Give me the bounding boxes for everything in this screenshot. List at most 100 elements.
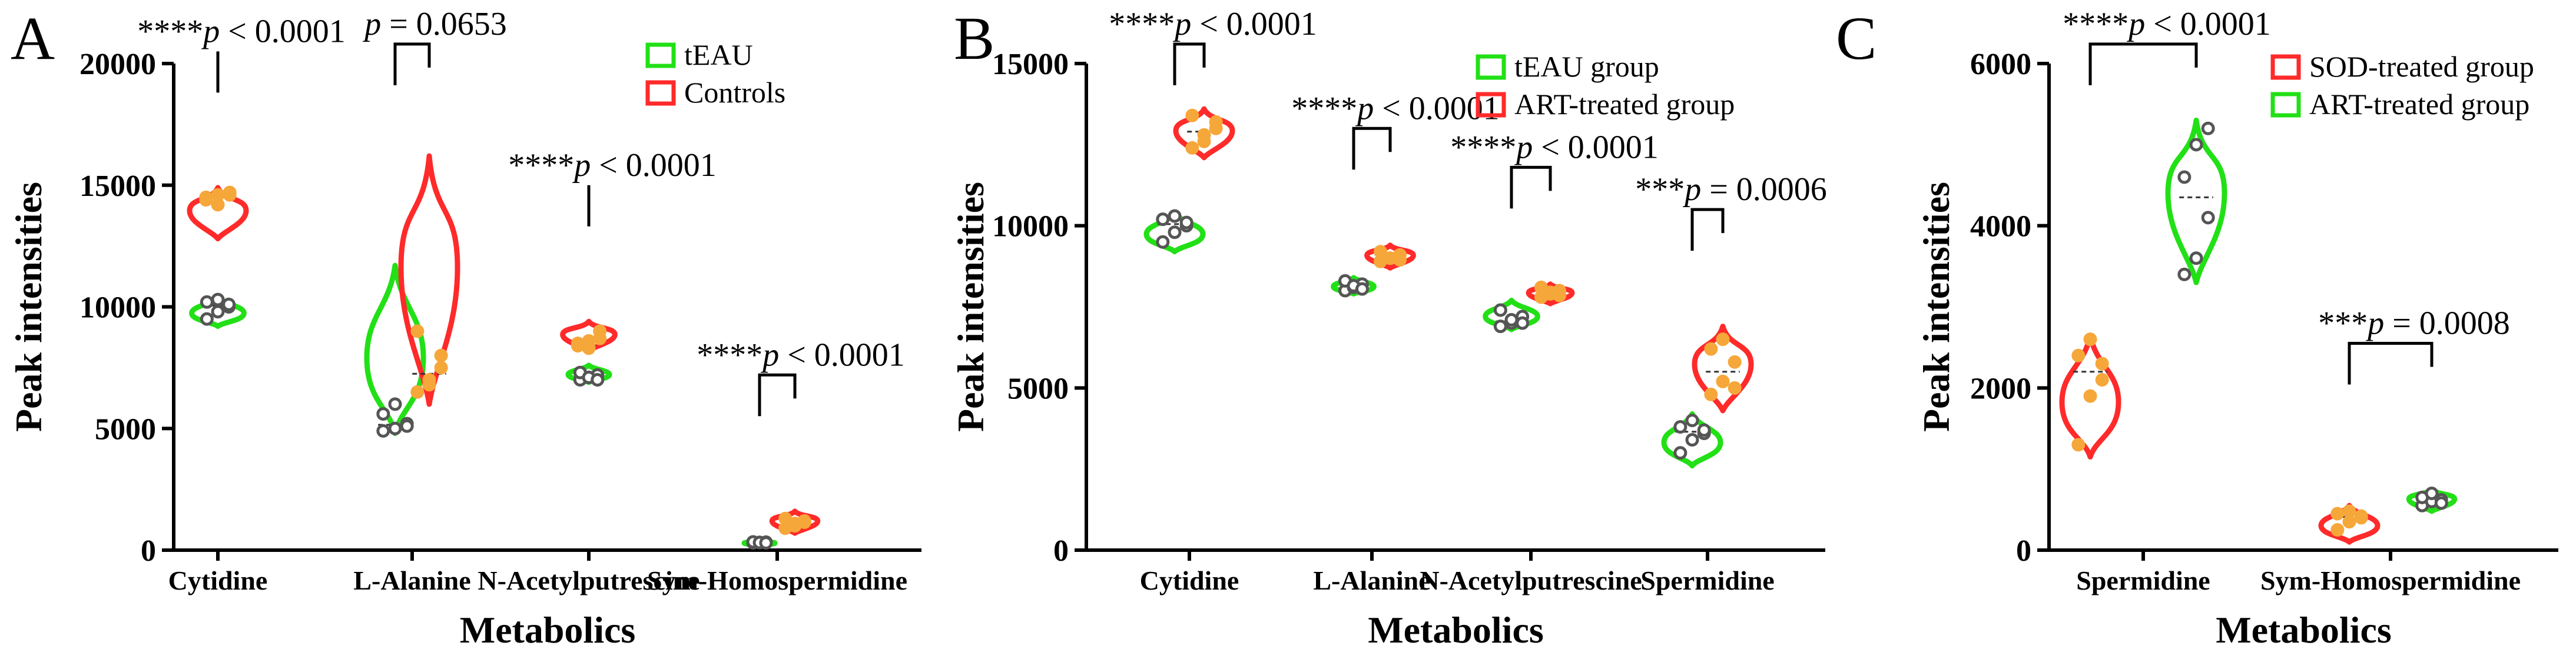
y-tick-label: 4000 bbox=[1970, 210, 2031, 244]
x-axis-title: Metabolics bbox=[1368, 609, 1544, 651]
violin-art-treated-group bbox=[1692, 324, 1754, 414]
y-tick-label: 15000 bbox=[992, 48, 1069, 81]
x-tick-label: Sym-Homospermidine bbox=[647, 565, 907, 595]
panel-letter: B bbox=[954, 5, 994, 72]
y-tick-label: 2000 bbox=[1970, 372, 2031, 405]
data-point bbox=[1197, 134, 1211, 148]
significance-bracket bbox=[393, 42, 431, 85]
violin-controls bbox=[187, 185, 249, 242]
y-tick-label: 0 bbox=[2016, 534, 2031, 568]
data-point bbox=[2071, 348, 2086, 362]
legend-label: tEAU group bbox=[1514, 50, 1659, 83]
violin-controls bbox=[769, 508, 821, 536]
y-tick-label: 20000 bbox=[79, 48, 156, 81]
data-point bbox=[388, 421, 402, 435]
panel-c: C 0 2000 4000 6000 Peak intensities Metabolics… bbox=[1836, 5, 2558, 651]
significance-label: ****p < 0.0001 bbox=[1109, 6, 1317, 42]
data-point bbox=[1504, 313, 1519, 327]
significance-label: ****p < 0.0001 bbox=[137, 13, 346, 49]
data-point bbox=[211, 305, 225, 319]
data-point bbox=[2330, 507, 2345, 521]
violin-art-treated-group bbox=[2406, 487, 2458, 514]
legend-label: ART-treated group bbox=[2309, 88, 2529, 121]
x-tick-label: L-Alanine bbox=[353, 565, 470, 595]
y-tick-label: 10000 bbox=[79, 291, 156, 325]
violin-art-treated-group bbox=[1173, 106, 1235, 161]
data-point bbox=[1728, 381, 1742, 395]
y-tick-label: 6000 bbox=[1970, 48, 2031, 81]
data-point bbox=[2425, 487, 2439, 501]
y-tick-label: 15000 bbox=[79, 169, 156, 203]
data-point bbox=[1673, 446, 1688, 460]
data-point bbox=[1493, 303, 1507, 317]
data-point bbox=[434, 361, 448, 375]
x-axis-title: Metabolics bbox=[2216, 609, 2392, 651]
violin-teau-group bbox=[1661, 411, 1723, 469]
violin-teau bbox=[189, 294, 247, 330]
significance-label: ***p = 0.0008 bbox=[2318, 305, 2510, 342]
data-point bbox=[200, 312, 214, 326]
data-point bbox=[1673, 420, 1688, 434]
data-point bbox=[1697, 423, 1711, 437]
data-point bbox=[1552, 288, 1566, 302]
data-point bbox=[2095, 373, 2109, 387]
violin-sod-treated-group bbox=[2318, 502, 2381, 545]
violin-art-treated-group bbox=[2165, 117, 2227, 285]
y-axis-title: Peak intensities bbox=[8, 182, 49, 432]
data-point bbox=[1716, 374, 1730, 388]
data-point bbox=[759, 536, 773, 550]
data-point bbox=[400, 419, 414, 433]
significance-label: ****p < 0.0001 bbox=[697, 337, 905, 373]
legend-swatch bbox=[2270, 92, 2301, 118]
data-point bbox=[2434, 496, 2448, 510]
data-point bbox=[1728, 355, 1742, 369]
panel-a: A 0 5000 10000 15000 20000 Peak intensities Met… bbox=[8, 5, 921, 651]
data-point bbox=[1704, 387, 1718, 401]
data-point bbox=[1393, 253, 1407, 267]
significance-bracket bbox=[2348, 342, 2434, 385]
data-point bbox=[410, 324, 425, 338]
data-point bbox=[2201, 211, 2215, 225]
data-point bbox=[2189, 251, 2203, 265]
data-point bbox=[2201, 121, 2215, 135]
data-point bbox=[222, 297, 236, 311]
significance-bracket bbox=[1510, 165, 1552, 209]
panel-letter: A bbox=[11, 5, 55, 72]
x-tick-label: Sym-Homospermidine bbox=[2260, 565, 2521, 595]
data-point bbox=[2342, 504, 2356, 518]
data-point bbox=[2177, 170, 2192, 184]
data-point bbox=[200, 295, 214, 309]
data-point bbox=[571, 337, 585, 351]
data-point bbox=[376, 407, 390, 421]
legend-label: SOD-treated group bbox=[2309, 50, 2534, 83]
data-point bbox=[388, 397, 402, 411]
legend-label: tEAU bbox=[684, 38, 753, 71]
y-tick-label: 5000 bbox=[1007, 372, 1069, 405]
panel-b: B 0 5000 10000 15000 Peak intensities Metaboli… bbox=[950, 5, 1827, 651]
significance-label: ****p < 0.0001 bbox=[1291, 90, 1500, 127]
data-point bbox=[1179, 215, 1193, 229]
legend: tEAU group ART-treated group bbox=[1476, 50, 1735, 121]
significance-bracket bbox=[1173, 42, 1206, 85]
data-point bbox=[422, 378, 436, 392]
data-point bbox=[211, 292, 225, 307]
data-point bbox=[1685, 433, 1699, 447]
data-point bbox=[1716, 332, 1730, 347]
data-point bbox=[2354, 511, 2368, 525]
violin-controls bbox=[398, 153, 460, 407]
data-point bbox=[2071, 438, 2086, 452]
x-axis-title: Metabolics bbox=[460, 609, 636, 651]
data-point bbox=[2330, 523, 2345, 537]
x-tick-label: N-Acetylputrescine bbox=[1420, 565, 1642, 595]
y-tick-label: 0 bbox=[141, 534, 156, 568]
legend-swatch bbox=[1476, 54, 1506, 80]
data-point bbox=[410, 385, 425, 399]
data-point bbox=[434, 348, 448, 362]
data-point bbox=[2342, 515, 2356, 529]
data-point bbox=[797, 515, 811, 529]
data-point bbox=[1685, 413, 1699, 427]
significance-bracket bbox=[758, 373, 797, 417]
data-point bbox=[1168, 209, 1182, 223]
significance-bracket bbox=[1352, 127, 1392, 170]
